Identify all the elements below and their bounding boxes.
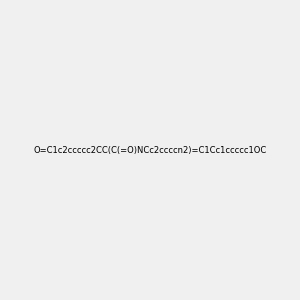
Text: O=C1c2ccccc2CC(C(=O)NCc2ccccn2)=C1Cc1ccccc1OC: O=C1c2ccccc2CC(C(=O)NCc2ccccn2)=C1Cc1ccc… bbox=[33, 146, 267, 154]
